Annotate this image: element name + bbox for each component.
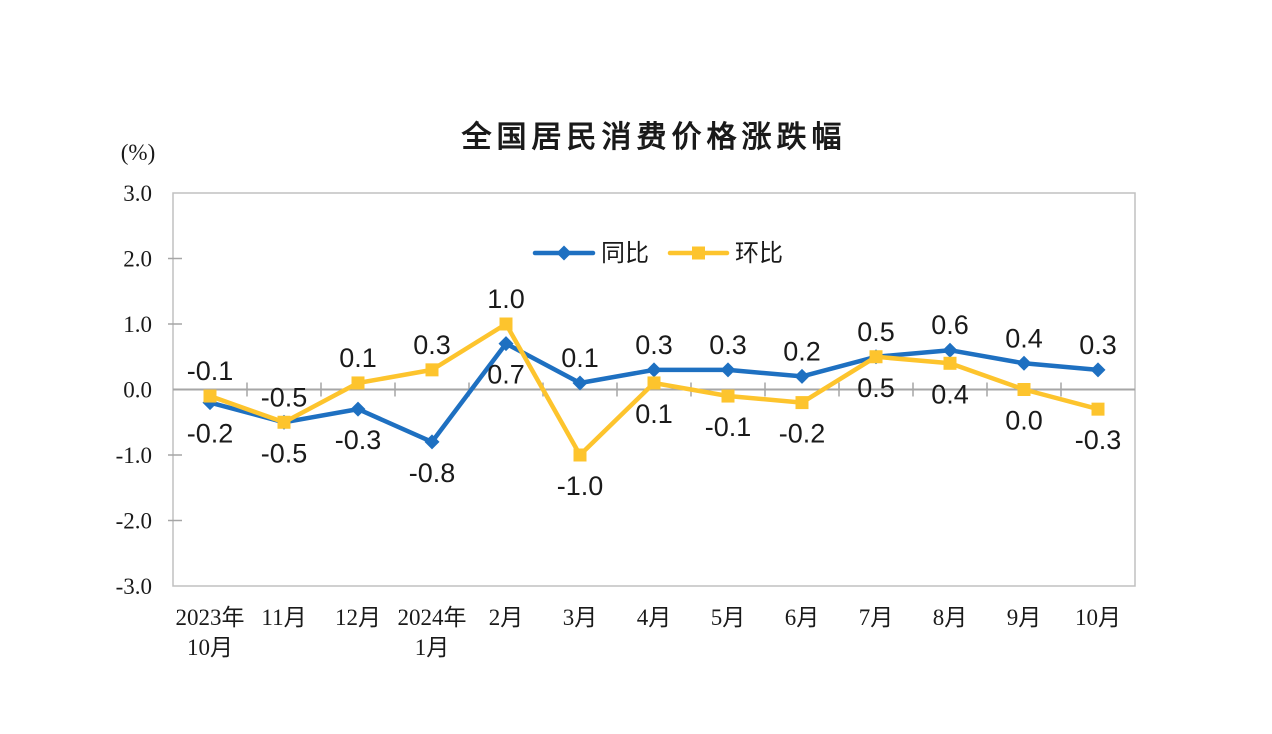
mom-marker: [721, 389, 735, 403]
mom-data-label: 0.3: [413, 330, 451, 360]
y-axis-tick-label: 0.0: [123, 378, 152, 403]
mom-data-label: 0.1: [635, 399, 673, 429]
x-axis-label: 1月: [415, 635, 450, 660]
yoy-marker: [646, 362, 662, 378]
yoy-data-label: 0.3: [1079, 330, 1117, 360]
mom-data-label: -0.5: [261, 382, 308, 412]
yoy-marker: [572, 375, 588, 391]
yoy-marker: [424, 434, 440, 450]
x-axis-label: 11月: [261, 605, 306, 630]
mom-data-label: 1.0: [487, 284, 525, 314]
x-axis-label: 8月: [933, 605, 968, 630]
mom-marker: [499, 317, 513, 331]
mom-marker: [943, 356, 957, 370]
x-axis-label: 4月: [637, 605, 672, 630]
yoy-data-label: 0.2: [783, 336, 821, 366]
legend-item-mom: 环比: [667, 240, 783, 267]
mom-marker: [351, 376, 365, 390]
mom-marker: [1017, 383, 1031, 396]
legend-label: 同比: [601, 240, 649, 267]
x-axis-label: 9月: [1007, 605, 1042, 630]
mom-data-label: -0.1: [705, 412, 752, 442]
yoy-marker: [794, 368, 810, 384]
mom-data-label: -1.0: [557, 471, 604, 501]
yoy-marker: [1090, 362, 1106, 378]
yoy-marker: [720, 362, 736, 378]
yoy-marker: [942, 342, 958, 358]
x-axis-label: 2023年: [176, 605, 245, 630]
mom-data-label: 0.0: [1005, 406, 1043, 436]
x-axis-label: 6月: [785, 605, 820, 630]
yoy-marker: [498, 336, 514, 352]
legend-marker: [692, 246, 705, 260]
x-axis-label: 2024年: [398, 605, 467, 630]
legend-marker: [556, 245, 572, 261]
x-axis-label: 10月: [187, 635, 233, 660]
x-axis-label: 2月: [489, 605, 524, 630]
yoy-data-label: -0.2: [187, 419, 234, 449]
x-axis-label: 5月: [711, 605, 746, 630]
x-axis-label: 7月: [859, 605, 894, 630]
mom-data-label: 0.1: [339, 343, 377, 373]
yoy-data-label: 0.5: [857, 317, 895, 347]
y-axis-tick-label: -2.0: [116, 509, 152, 534]
yoy-marker: [1016, 355, 1032, 371]
mom-data-label: -0.1: [187, 356, 234, 386]
mom-marker: [647, 376, 661, 390]
x-axis-label: 10月: [1075, 605, 1121, 630]
legend-item-yoy: 同比: [532, 240, 649, 267]
yoy-data-label: 0.3: [709, 330, 747, 360]
yoy-data-label: -0.3: [335, 425, 382, 455]
yoy-marker: [350, 401, 366, 417]
yoy-data-label: -0.8: [409, 458, 456, 488]
mom-data-label: -0.2: [779, 419, 826, 449]
mom-marker: [203, 389, 217, 403]
x-axis-label: 3月: [563, 605, 598, 630]
mom-marker: [869, 350, 883, 364]
mom-marker: [1091, 402, 1105, 416]
mom-data-label: -0.3: [1075, 425, 1122, 455]
yoy-data-label: 0.3: [635, 330, 673, 360]
y-axis-unit-label: (%): [120, 140, 156, 165]
y-axis-tick-label: 3.0: [123, 181, 152, 206]
mom-marker: [277, 415, 291, 429]
yoy-data-label: 0.6: [931, 310, 969, 340]
y-axis-tick-label: 2.0: [123, 247, 152, 272]
yoy-data-label: 0.4: [1005, 323, 1043, 353]
mom-marker: [795, 396, 809, 410]
legend: 同比 环比: [532, 240, 783, 267]
yoy-data-label: -0.5: [261, 438, 308, 468]
yoy-data-label: 0.1: [561, 343, 599, 373]
y-axis-tick-label: -3.0: [116, 574, 152, 599]
mom-data-label: 0.4: [931, 379, 969, 409]
mom-marker: [425, 363, 439, 377]
mom-data-label: 0.5: [857, 373, 895, 403]
x-axis-label: 12月: [335, 605, 381, 630]
y-axis-tick-label: 1.0: [123, 312, 152, 337]
legend-label: 环比: [735, 240, 783, 267]
yoy-data-label: 0.7: [487, 360, 525, 390]
y-axis-tick-label: -1.0: [116, 443, 152, 468]
mom-marker: [573, 448, 587, 462]
